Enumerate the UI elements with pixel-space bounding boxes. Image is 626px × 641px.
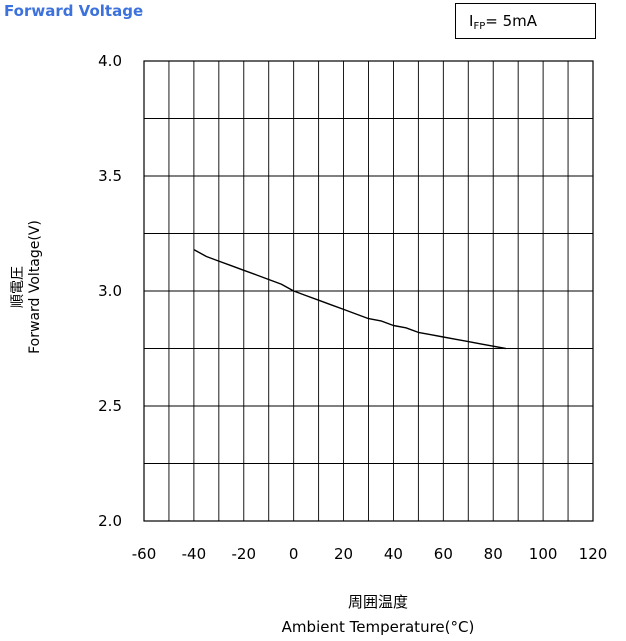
condition-value: = 5mA (485, 12, 537, 30)
y-tick-label: 2.5 (98, 397, 122, 415)
test-condition-box: IFP= 5mA (455, 3, 596, 39)
x-axis-label-en: Ambient Temperature(°C) (281, 618, 475, 636)
y-axis-label: 順電圧 Forward Voltage(V) (10, 220, 44, 354)
x-tick-label: 40 (384, 545, 403, 563)
condition-symbol: I (469, 12, 474, 30)
x-tick-label: -20 (232, 545, 257, 563)
x-tick-label: -40 (182, 545, 207, 563)
y-axis-label-ja: 順電圧 (10, 266, 26, 309)
tick-labels: -60 -40 -20 0 20 40 60 80 100 120 2.0 2.5 3.0 3.5 4.0 (98, 52, 607, 563)
series-line (193, 248, 506, 350)
y-axis-label-en: Forward Voltage(V) (27, 220, 43, 354)
y-tick-label: 2.0 (98, 512, 122, 530)
y-tick-label: 4.0 (98, 52, 122, 70)
plot-frame (143, 60, 594, 522)
x-axis-label-ja: 周囲温度 (347, 593, 408, 611)
x-tick-label: 60 (434, 545, 453, 563)
x-tick-label: -60 (132, 545, 157, 563)
y-tick-label: 3.0 (98, 282, 122, 300)
x-tick-label: 120 (579, 545, 608, 563)
x-tick-label: 0 (289, 545, 299, 563)
x-tick-label: 80 (484, 545, 503, 563)
chart-title: Forward Voltage (4, 2, 144, 20)
y-tick-label: 3.5 (98, 167, 122, 185)
grid-lines (144, 61, 593, 521)
data-series (193, 248, 506, 350)
condition-subscript: FP (473, 21, 486, 32)
x-axis-label: 周囲温度 Ambient Temperature(°C) (193, 590, 563, 640)
x-tick-label: 100 (529, 545, 558, 563)
x-tick-label: 20 (334, 545, 353, 563)
